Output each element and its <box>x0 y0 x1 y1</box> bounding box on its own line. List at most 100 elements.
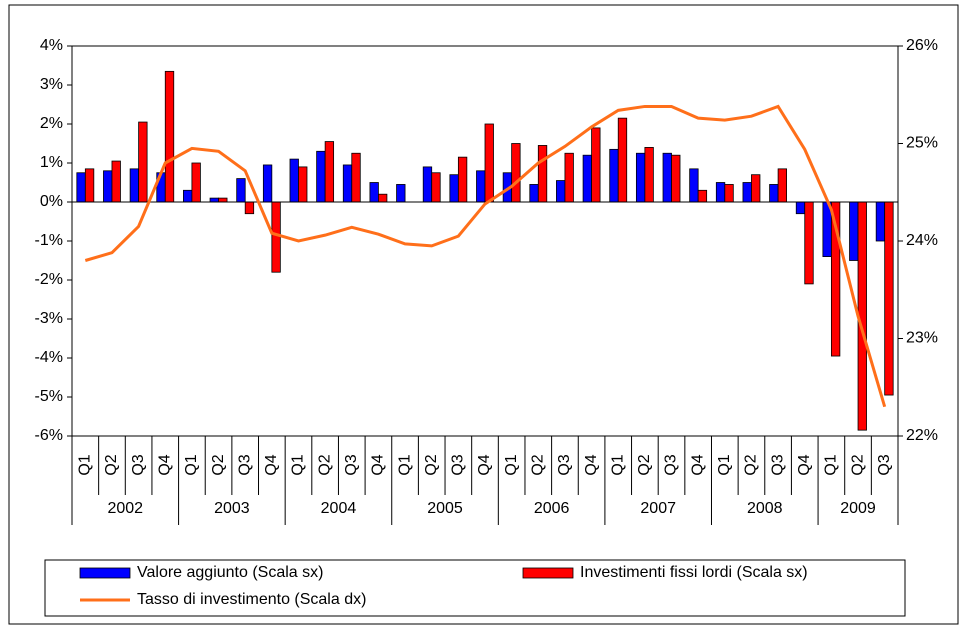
group-label: 2006 <box>534 500 570 517</box>
bar <box>484 123 494 203</box>
bar <box>697 189 708 203</box>
y-tick-label: 4% <box>40 37 63 54</box>
legend-swatch <box>79 567 131 579</box>
y-tick-label: -2% <box>35 271 63 288</box>
bar <box>236 178 246 203</box>
x-tick-label: Q4 <box>156 454 173 475</box>
x-tick-label: Q3 <box>130 454 147 475</box>
legend-label: Investimenti fissi lordi (Scala sx) <box>580 564 808 581</box>
x-tick-label: Q2 <box>530 454 547 475</box>
bar <box>556 180 566 203</box>
chart-frame <box>8 4 959 625</box>
bar <box>84 168 95 203</box>
y-tick-label: -3% <box>35 310 63 327</box>
bar <box>369 182 379 203</box>
x-tick-label: Q3 <box>663 454 680 475</box>
x-tick-label: Q1 <box>716 454 733 475</box>
bar <box>431 172 441 203</box>
bar <box>324 141 335 203</box>
bar <box>449 174 459 203</box>
y2-tick-label: 24% <box>906 232 938 249</box>
line-series <box>84 104 887 408</box>
group-label: 2002 <box>107 500 143 517</box>
x-tick-label: Q3 <box>450 454 467 475</box>
bar <box>804 201 814 285</box>
x-tick-label: Q1 <box>396 454 413 475</box>
bar <box>724 184 734 203</box>
x-tick-label: Q3 <box>876 454 893 475</box>
bar <box>476 170 486 203</box>
x-tick-label: Q4 <box>263 454 280 475</box>
x-tick-label: Q2 <box>743 454 760 475</box>
x-tick-label: Q1 <box>609 454 626 475</box>
x-tick-label: Q1 <box>290 454 307 475</box>
x-tick-label: Q4 <box>476 454 493 475</box>
x-tick-label: Q2 <box>316 454 333 475</box>
x-tick-label: Q1 <box>823 454 840 475</box>
bar <box>537 145 548 203</box>
bar <box>111 160 121 203</box>
x-tick-label: Q2 <box>423 454 440 475</box>
y2-tick-label: 25% <box>906 135 938 152</box>
x-tick-label: Q1 <box>77 454 94 475</box>
y-tick-label: 3% <box>40 76 63 93</box>
bar <box>591 127 601 203</box>
y2-tick-label: 26% <box>906 37 938 54</box>
y2-tick-label: 22% <box>906 427 938 444</box>
bar <box>875 201 886 242</box>
y-tick-label: 0% <box>40 193 63 210</box>
x-tick-label: Q4 <box>370 454 387 475</box>
group-label: 2009 <box>840 500 876 517</box>
x-tick-label: Q3 <box>343 454 360 475</box>
y-tick-label: -4% <box>35 349 63 366</box>
x-tick-label: Q4 <box>796 454 813 475</box>
x-tick-label: Q1 <box>183 454 200 475</box>
bar <box>662 152 672 203</box>
bar <box>129 168 140 203</box>
y-tick-label: -5% <box>35 388 63 405</box>
x-tick-label: Q3 <box>236 454 253 475</box>
bar <box>795 201 806 215</box>
bar <box>529 184 539 203</box>
bar <box>316 150 326 203</box>
bar <box>564 152 574 203</box>
bar <box>689 168 699 203</box>
bar <box>769 184 779 203</box>
group-label: 2003 <box>214 500 250 517</box>
bar <box>671 154 681 203</box>
bar <box>76 172 86 203</box>
x-tick-label: Q1 <box>503 454 520 475</box>
bar <box>582 154 592 203</box>
group-label: 2007 <box>640 500 676 517</box>
y-tick-label: -1% <box>35 232 63 249</box>
bar <box>271 201 281 273</box>
x-tick-label: Q4 <box>689 454 706 475</box>
x-tick-label: Q2 <box>636 454 653 475</box>
x-tick-label: Q4 <box>583 454 600 475</box>
bar <box>289 158 299 203</box>
x-tick-label: Q3 <box>769 454 786 475</box>
group-label: 2008 <box>747 500 783 517</box>
bar <box>617 117 628 203</box>
bar <box>715 182 726 203</box>
group-label: 2005 <box>427 500 463 517</box>
bar <box>777 168 787 203</box>
bar <box>511 143 521 203</box>
bar <box>644 146 654 203</box>
bar <box>742 182 752 203</box>
bar <box>422 166 433 203</box>
legend-label: Tasso di investimento (Scala dx) <box>137 591 366 608</box>
bar <box>138 121 148 203</box>
y2-tick-label: 23% <box>906 330 938 347</box>
bar <box>183 189 193 203</box>
y-tick-label: -6% <box>35 427 63 444</box>
y-tick-label: 2% <box>40 115 63 132</box>
bar <box>849 201 859 261</box>
bar <box>884 201 894 396</box>
bar <box>635 152 646 203</box>
group-label: 2004 <box>321 500 357 517</box>
x-tick-label: Q2 <box>849 454 866 475</box>
x-tick-label: Q2 <box>103 454 120 475</box>
legend-label: Valore aggiunto (Scala sx) <box>137 564 323 581</box>
